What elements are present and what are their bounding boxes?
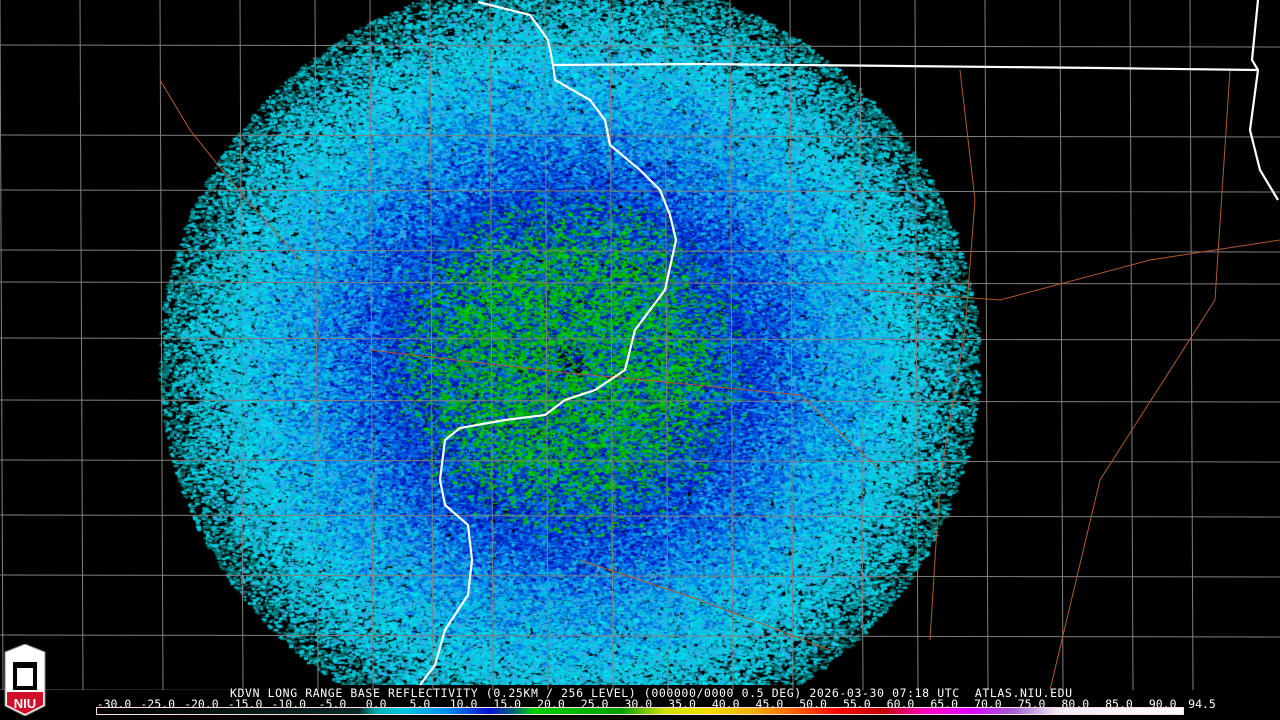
- state-borders: [419, 0, 1279, 686]
- county-borders: [0, 0, 1280, 690]
- county-line: [729, 0, 734, 690]
- product-title: KDVN LONG RANGE BASE REFLECTIVITY (0.25K…: [230, 686, 1073, 700]
- county-line: [789, 0, 794, 690]
- county-line: [664, 0, 669, 690]
- county-line: [0, 574, 1280, 578]
- colorbar-tick-label: 94.5: [1188, 697, 1216, 711]
- svg-text:NIU: NIU: [14, 696, 36, 711]
- county-line: [314, 0, 319, 690]
- county-line: [159, 0, 164, 690]
- wisconsin-border: [1248, 0, 1279, 201]
- county-line: [984, 0, 989, 690]
- map-overlay: [0, 0, 1280, 690]
- county-line: [544, 0, 549, 690]
- highways: [159, 69, 1280, 690]
- county-line: [0, 337, 1280, 341]
- county-line: [0, 281, 1280, 285]
- reflectivity-image: [0, 0, 1280, 685]
- county-line: [0, 249, 1280, 253]
- county-line: [0, 459, 1280, 463]
- reflectivity-colorbar: [96, 707, 1184, 715]
- county-line: [859, 0, 864, 690]
- county-line: [0, 514, 1280, 518]
- highway: [159, 79, 301, 261]
- county-line: [914, 0, 919, 690]
- county-line: [1059, 0, 1064, 690]
- county-line: [239, 0, 244, 690]
- county-line: [0, 399, 1280, 403]
- highway: [579, 559, 831, 651]
- county-line: [1189, 0, 1194, 690]
- county-line: [429, 0, 434, 690]
- county-line: [0, 189, 1280, 193]
- niu-logo: NIU: [4, 644, 46, 716]
- iowa-minnesota-border: [552, 62, 1259, 72]
- county-line: [0, 0, 4, 690]
- county-line: [489, 0, 494, 690]
- county-line: [1129, 0, 1134, 690]
- county-line: [0, 44, 1280, 48]
- county-line: [0, 134, 1280, 138]
- highway: [859, 239, 1280, 301]
- highway: [369, 349, 881, 471]
- mississippi-river-border: [419, 0, 678, 686]
- county-line: [0, 634, 1280, 638]
- county-line: [609, 0, 614, 690]
- highway: [929, 69, 976, 641]
- highway: [1049, 69, 1231, 690]
- county-line: [369, 0, 374, 690]
- county-line: [79, 0, 84, 690]
